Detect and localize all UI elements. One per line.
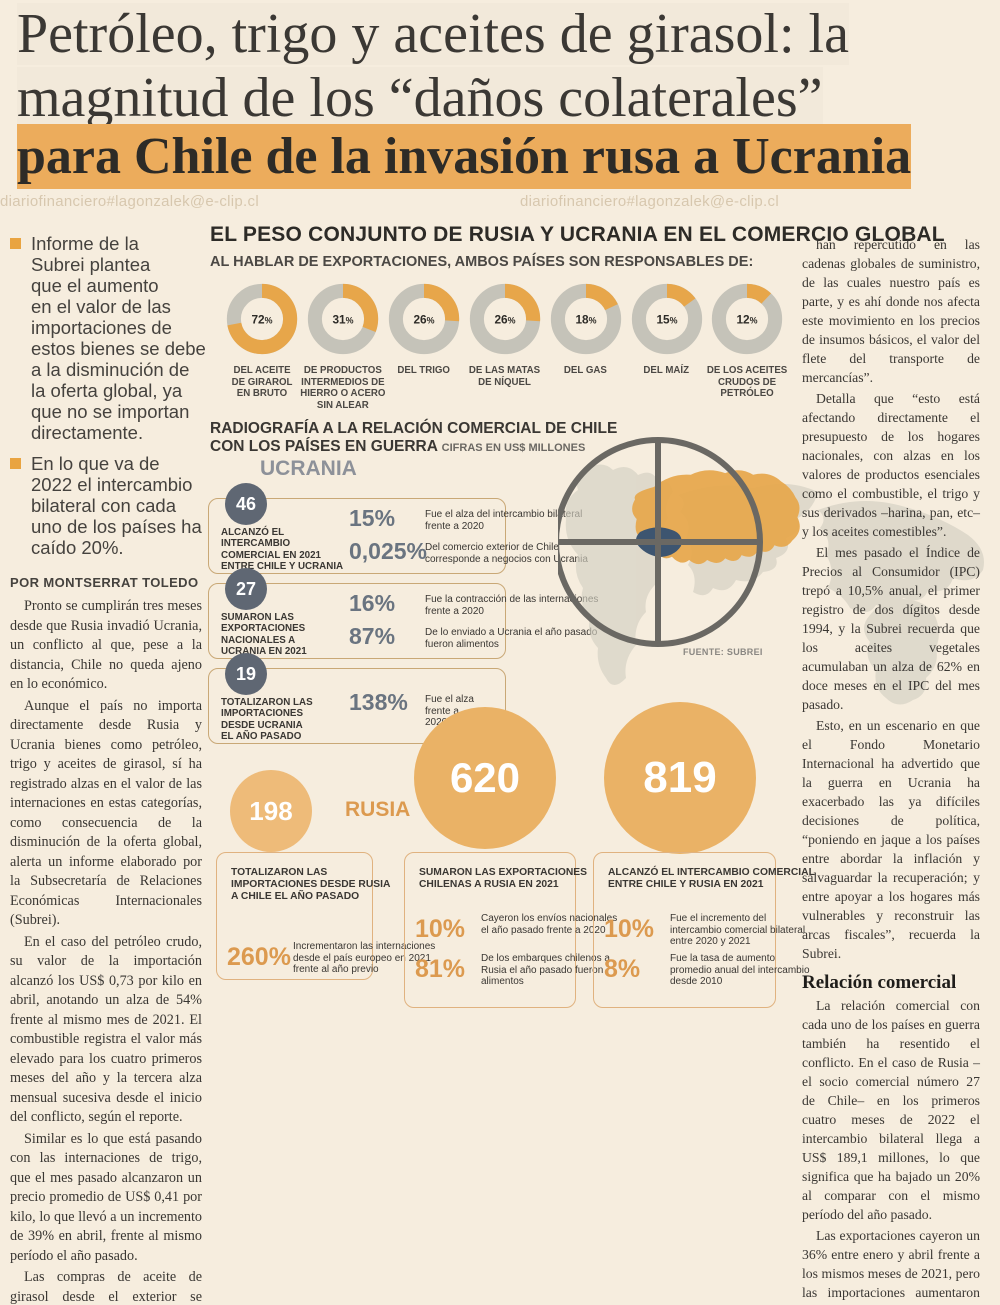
svg-text:18%: 18% [575, 312, 596, 326]
svg-text:12%: 12% [737, 312, 758, 326]
svg-text:15%: 15% [656, 312, 677, 326]
svg-text:26%: 26% [414, 312, 435, 326]
svg-text:72%: 72% [252, 312, 273, 326]
svg-text:26%: 26% [494, 312, 515, 326]
svg-text:31%: 31% [333, 312, 354, 326]
